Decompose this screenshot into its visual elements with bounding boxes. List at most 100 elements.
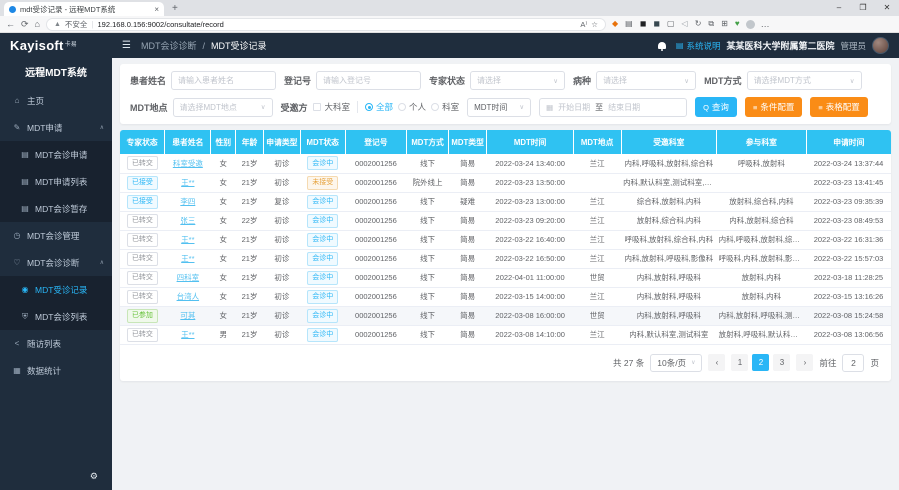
cell-mdt_status: 会诊中 <box>300 211 346 231</box>
column-header-joined_depts: 参与科室 <box>716 130 807 154</box>
notifications-bell-icon[interactable] <box>657 42 666 51</box>
home-button[interactable]: ⌂ <box>34 19 40 29</box>
refresh-button[interactable]: ⟳ <box>21 18 29 29</box>
copilot-icon[interactable]: ◆ <box>611 19 619 28</box>
sidebar-item-mdt-diagnosis[interactable]: ♡ MDT会诊诊断 ∧ <box>13 257 104 268</box>
adblock-icon[interactable]: ◼ <box>653 19 660 28</box>
split-screen-icon[interactable]: ⧉ <box>708 19 715 28</box>
condition-config-button[interactable]: ≡ 条件配置 <box>744 97 803 117</box>
read-aloud-icon[interactable]: A⁾ <box>580 19 588 29</box>
patient-name-link[interactable]: 王** <box>181 330 195 339</box>
patient-name-link[interactable]: 王** <box>181 235 195 244</box>
extensions-icon[interactable]: ⊞ <box>721 19 728 28</box>
page-button-1[interactable]: 1 <box>731 354 749 371</box>
patient-name-link[interactable]: 四科室 <box>176 273 200 282</box>
sidebar-item-mdt-consult-apply[interactable]: ▤ MDT会诊申请 <box>0 141 112 168</box>
browser-toolbar: ← ⟳ ⌂ ▲ 不安全 | 192.168.0.156:9002/consult… <box>0 16 899 33</box>
disease-select[interactable]: 请选择 ∨ <box>596 71 697 90</box>
browser-tab[interactable]: mdt受诊记录 - 远程MDT系统 × <box>4 2 164 16</box>
sidebar-item-mdt-consult-draft[interactable]: ▤ MDT会诊暂存 <box>0 195 112 222</box>
maximize-button[interactable]: ❐ <box>859 3 867 12</box>
extension-dark-icon[interactable]: ◼ <box>639 19 647 28</box>
reg-no-input[interactable] <box>316 71 422 90</box>
radio-dept[interactable]: 科室 <box>431 101 459 113</box>
browser-profile-avatar[interactable] <box>745 19 755 29</box>
patient-name-link[interactable]: 王** <box>181 254 195 263</box>
collapse-menu-icon[interactable]: ☰ <box>122 40 131 51</box>
radio-all[interactable]: 全部 <box>365 101 393 113</box>
expert-status-select[interactable]: 请选择 ∨ <box>470 71 566 90</box>
system-help-label: 系统说明 <box>686 40 721 51</box>
user-avatar[interactable] <box>872 37 889 54</box>
new-tab-button[interactable]: + <box>172 3 178 14</box>
column-header-name: 患者姓名 <box>164 130 212 154</box>
patient-name-link[interactable]: 台湾人 <box>176 292 200 301</box>
address-bar[interactable]: ▲ 不安全 | 192.168.0.156:9002/consultate/re… <box>45 17 606 31</box>
url-text[interactable]: 192.168.0.156:9002/consultate/record <box>97 19 224 29</box>
sync-icon[interactable]: ↻ <box>694 19 702 28</box>
big-dept-checkbox[interactable]: 大科室 <box>312 101 350 113</box>
table-config-button[interactable]: ≡ 表格配置 <box>810 97 868 117</box>
mdt-place-select[interactable]: 请选择MDT地点 ∨ <box>172 97 273 117</box>
mdt-time-select[interactable]: MDT时间 ∨ <box>467 97 532 117</box>
patient-name-link[interactable]: 李四 <box>180 197 196 206</box>
column-header-mdt_place: MDT地点 <box>573 130 622 154</box>
patient-name-link[interactable]: 科室受邀 <box>172 158 203 168</box>
mdt-mode-select[interactable]: 请选择MDT方式 ∨ <box>746 71 862 90</box>
settings-gear-icon[interactable]: ⚙ <box>89 471 98 481</box>
cell-mdt_mode: 院外线上 <box>406 173 449 193</box>
page-button-2[interactable]: 2 <box>752 354 770 371</box>
more-menu-icon[interactable]: … <box>760 19 770 29</box>
back-button[interactable]: ← <box>6 19 15 29</box>
sidebar-item-data-stats[interactable]: ▦ 数据统计 <box>13 365 62 376</box>
mute-icon[interactable]: ◁ <box>681 19 688 28</box>
cell-name: 科室受邀 <box>164 154 211 174</box>
sidebar-item-mdt-manage[interactable]: ◷ MDT会诊管理 <box>13 230 80 241</box>
chevron-down-icon: ∨ <box>684 77 690 85</box>
goto-page-input[interactable] <box>842 353 865 372</box>
security-label[interactable]: 不安全 <box>64 19 88 29</box>
sidebar-item-mdt-record[interactable]: ◉ MDT受诊记录 <box>0 276 112 303</box>
cell-mdt_status: 会诊中 <box>300 325 346 345</box>
cell-joined_depts: 放射科,综合科,内科 <box>716 192 807 212</box>
favorites-star-icon[interactable]: ☆ <box>591 19 598 29</box>
cell-reg_no: 0002001256 <box>345 306 407 326</box>
column-header-mdt_time: MDT时间 <box>486 130 574 154</box>
sidebar-item-home[interactable]: ⌂ 主页 <box>0 87 112 114</box>
minimize-button[interactable]: – <box>836 3 842 12</box>
cell-expert_status: 已参加 <box>120 306 165 326</box>
date-range-picker[interactable]: ▦ 开始日期 至 结束日期 <box>539 97 688 117</box>
cell-expert_status: 已转交 <box>120 230 165 250</box>
screenshot-icon[interactable]: ▢ <box>666 19 675 28</box>
prev-page-button[interactable]: ‹ <box>708 354 726 371</box>
tab-close-icon[interactable]: × <box>154 4 159 14</box>
status-badge: 已转交 <box>126 270 158 285</box>
cell-gender: 女 <box>210 249 236 269</box>
patient-name-link[interactable]: 可其 <box>180 311 196 320</box>
patient-name-link[interactable]: 王** <box>181 178 195 187</box>
cell-apply_time: 2022-03-18 11:28:25 <box>806 268 891 288</box>
sidebar-item-mdt-apply-list[interactable]: ▤ MDT申请列表 <box>0 168 112 195</box>
collections-icon[interactable]: ▤ <box>625 19 633 28</box>
page-button-3[interactable]: 3 <box>773 354 791 371</box>
next-page-button[interactable]: › <box>796 354 814 371</box>
app-subtitle: 远程MDT系统 <box>25 68 87 79</box>
chevron-up-icon: ∧ <box>99 125 104 131</box>
close-button[interactable]: ✕ <box>883 3 891 12</box>
essentials-icon[interactable]: ♥ <box>734 19 740 28</box>
cell-mdt_type: 简易 <box>448 249 487 269</box>
cell-gender: 女 <box>210 306 236 326</box>
patient-name-input[interactable] <box>171 71 277 90</box>
cell-apply_time: 2022-03-23 09:35:39 <box>806 192 891 212</box>
sidebar-item-mdt-consult-list[interactable]: ⛨ MDT会诊列表 <box>0 303 112 330</box>
cell-mdt_type: 简易 <box>448 306 487 326</box>
system-help-link[interactable]: ▤ 系统说明 <box>676 40 721 52</box>
patient-name-link[interactable]: 张三 <box>180 216 196 225</box>
cell-gender: 女 <box>210 192 236 212</box>
radio-personal[interactable]: 个人 <box>398 101 426 113</box>
edit-icon: ✎ <box>13 123 21 132</box>
sidebar-item-mdt-apply[interactable]: ✎ MDT申请 ∧ <box>13 122 104 133</box>
page-size-select[interactable]: 10条/页 ∨ <box>650 353 703 372</box>
search-button[interactable]: Q 查询 <box>695 97 737 117</box>
sidebar-item-followup-list[interactable]: < 随访列表 <box>0 330 112 357</box>
